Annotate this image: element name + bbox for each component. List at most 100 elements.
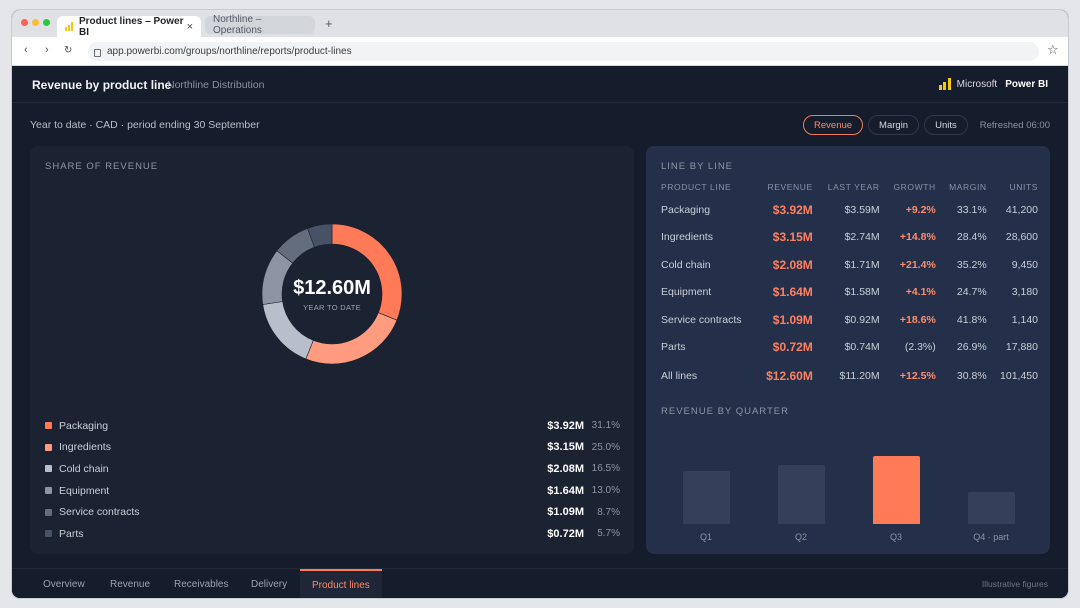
legend-swatch (45, 487, 52, 495)
legend-value: $0.72M (547, 527, 584, 540)
page-title: Revenue by product line (32, 78, 172, 92)
cell-margin: 30.8% (956, 370, 987, 382)
legend-item[interactable]: Cold chain $2.08M 16.5% (45, 458, 620, 480)
maximize-window-button[interactable] (43, 19, 50, 26)
browser-window: Product lines – Power BI × Northline – O… (12, 10, 1068, 598)
cell-units: 41,200 (1005, 203, 1038, 216)
pill-units[interactable]: Units (924, 115, 968, 135)
cell-growth: +18.6% (899, 313, 936, 326)
table-total-row[interactable]: All lines $12.60M $11.20M +12.5% 30.8% 101,45… (657, 361, 1042, 391)
cell-name: Parts (661, 341, 686, 354)
legend-swatch (45, 508, 52, 516)
legend-swatch (45, 530, 52, 538)
cell-growth: +21.4% (899, 258, 936, 271)
legend-item[interactable]: Parts $0.72M 5.7% (45, 523, 620, 545)
close-window-button[interactable] (21, 19, 28, 26)
tab-overview[interactable]: Overview (43, 578, 85, 590)
url-input[interactable]: app.powerbi.com/groups/northline/reports… (88, 42, 1039, 61)
table-row[interactable]: Ingredients $3.15M $2.74M +14.8% 28.4% 28,600 (657, 224, 1042, 252)
table-row[interactable]: Service contracts $1.09M $0.92M +18.6% 41.8%… (657, 306, 1042, 334)
legend-label: Cold chain (59, 462, 109, 475)
browser-tab-active[interactable]: Product lines – Power BI × (57, 15, 201, 38)
cell-last-year: $1.58M (844, 286, 880, 299)
table-row[interactable]: Packaging $3.92M $3.59M +9.2% 33.1% 41,200 (657, 196, 1042, 224)
pill-revenue[interactable]: Revenue (803, 115, 864, 135)
cell-last-year: $1.71M (844, 258, 880, 271)
minimize-window-button[interactable] (32, 19, 39, 26)
pill-margin[interactable]: Margin (868, 115, 920, 135)
quarter-bar[interactable] (968, 492, 1015, 524)
donut-legend: Packaging $3.92M 31.1% Ingredients $3.15M 25.… (45, 415, 620, 545)
cell-margin: 28.4% (956, 231, 987, 244)
tab-receivables[interactable]: Receivables (174, 578, 229, 590)
brand: Microsoft Power BI (938, 78, 1048, 90)
plus-icon[interactable]: + (325, 16, 333, 31)
quarter-label: Q3 (889, 532, 902, 542)
legend-item[interactable]: Equipment $1.64M 13.0% (45, 480, 620, 502)
column-header[interactable]: MARGIN (949, 182, 987, 192)
cell-growth: +4.1% (905, 286, 936, 299)
close-icon[interactable]: × (186, 20, 193, 33)
forward-icon[interactable]: › (45, 44, 49, 56)
legend-item[interactable]: Ingredients $3.15M 25.0% (45, 437, 620, 459)
table-row[interactable]: Equipment $1.64M $1.58M +4.1% 24.7% 3,180 (657, 279, 1042, 307)
legend-value: $3.15M (547, 441, 584, 454)
quarter-bar[interactable] (873, 456, 920, 524)
legend-value: $1.64M (547, 484, 584, 497)
column-header[interactable]: UNITS (1009, 182, 1038, 192)
browser-tab-title: Product lines – Power BI (79, 15, 184, 38)
browser-tab-inactive[interactable]: Northline – Operations (205, 14, 315, 36)
legend-label: Packaging (59, 419, 109, 432)
cell-revenue: $0.72M (772, 340, 813, 355)
donut-slice-parts[interactable] (307, 223, 333, 248)
quarter-label: Q1 (699, 532, 712, 542)
cell-units: 28,600 (1005, 231, 1038, 244)
tab-revenue[interactable]: Revenue (110, 578, 151, 590)
cell-revenue: $3.15M (772, 230, 813, 245)
legend-item[interactable]: Packaging $3.92M 31.1% (45, 415, 620, 437)
cell-last-year: $0.74M (844, 341, 880, 354)
cell-last-year: $0.92M (844, 313, 880, 326)
line-table: PRODUCT LINE REVENUE LAST YEAR GROWTH MA… (657, 178, 1042, 391)
table-row[interactable]: Parts $0.72M $0.74M (2.3%) 26.9% 17,880 (657, 334, 1042, 362)
quarter-bar-chart: Q1 Q2 Q3 Q4 · part (646, 436, 1050, 546)
star-icon[interactable]: ☆ (1047, 42, 1059, 57)
cell-units: 9,450 (1011, 258, 1038, 271)
back-icon[interactable]: ‹ (24, 44, 28, 56)
legend-label: Ingredients (59, 441, 111, 454)
column-header[interactable]: REVENUE (767, 182, 813, 192)
legend-item[interactable]: Service contracts $1.09M 8.7% (45, 501, 620, 523)
quarter-bar[interactable] (778, 465, 825, 524)
legend-percent: 31.1% (591, 420, 620, 432)
cell-last-year: $11.20M (839, 370, 880, 382)
page-subtitle: Northline Distribution (167, 79, 265, 91)
legend-label: Equipment (59, 484, 110, 497)
legend-percent: 13.0% (591, 485, 620, 497)
cell-growth: (2.3%) (904, 341, 936, 354)
cell-margin: 33.1% (956, 203, 987, 216)
address-bar: ‹ › ↻ app.powerbi.com/groups/northline/r… (12, 37, 1068, 66)
cell-last-year: $2.74M (844, 231, 880, 244)
cell-units: 1,140 (1011, 313, 1038, 326)
cell-name: All lines (661, 370, 698, 382)
cell-revenue: $12.60M (766, 369, 813, 383)
reload-icon[interactable]: ↻ (64, 45, 73, 56)
card-title: SHARE OF REVENUE (45, 161, 159, 172)
column-header[interactable]: LAST YEAR (827, 182, 880, 192)
legend-value: $1.09M (547, 506, 584, 519)
quarter-bar[interactable] (683, 470, 730, 524)
table-row[interactable]: Cold chain $2.08M $1.71M +21.4% 35.2% 9,450 (657, 251, 1042, 279)
quarter-label: Q4 · part (973, 532, 1009, 542)
line-by-line-card: LINE BY LINE PRODUCT LINE REVENUE LAST Y… (646, 146, 1050, 554)
cell-units: 17,880 (1005, 341, 1038, 354)
cell-units: 101,450 (1000, 370, 1038, 382)
tab-delivery[interactable]: Delivery (251, 578, 288, 590)
tab-product-lines[interactable]: Product lines (300, 569, 382, 598)
legend-percent: 25.0% (591, 441, 620, 453)
powerbi-favicon-icon (65, 22, 73, 31)
column-header[interactable]: PRODUCT LINE (661, 182, 732, 192)
column-header[interactable]: GROWTH (893, 182, 936, 192)
report-header: Revenue by product line Northline Distri… (12, 66, 1068, 103)
donut-center: $12.60M YEAR TO DATE (260, 222, 404, 366)
legend-swatch (45, 443, 52, 451)
